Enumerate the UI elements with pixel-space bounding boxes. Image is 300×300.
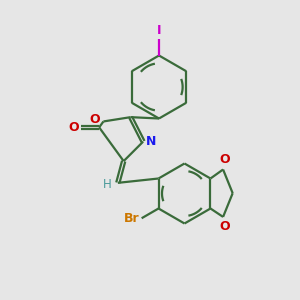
Text: O: O [68, 121, 79, 134]
Text: Br: Br [124, 212, 139, 225]
Text: I: I [157, 25, 161, 38]
Text: H: H [103, 178, 111, 191]
Text: O: O [219, 220, 230, 233]
Text: O: O [89, 113, 100, 127]
Text: O: O [219, 153, 230, 166]
Text: N: N [146, 135, 157, 148]
